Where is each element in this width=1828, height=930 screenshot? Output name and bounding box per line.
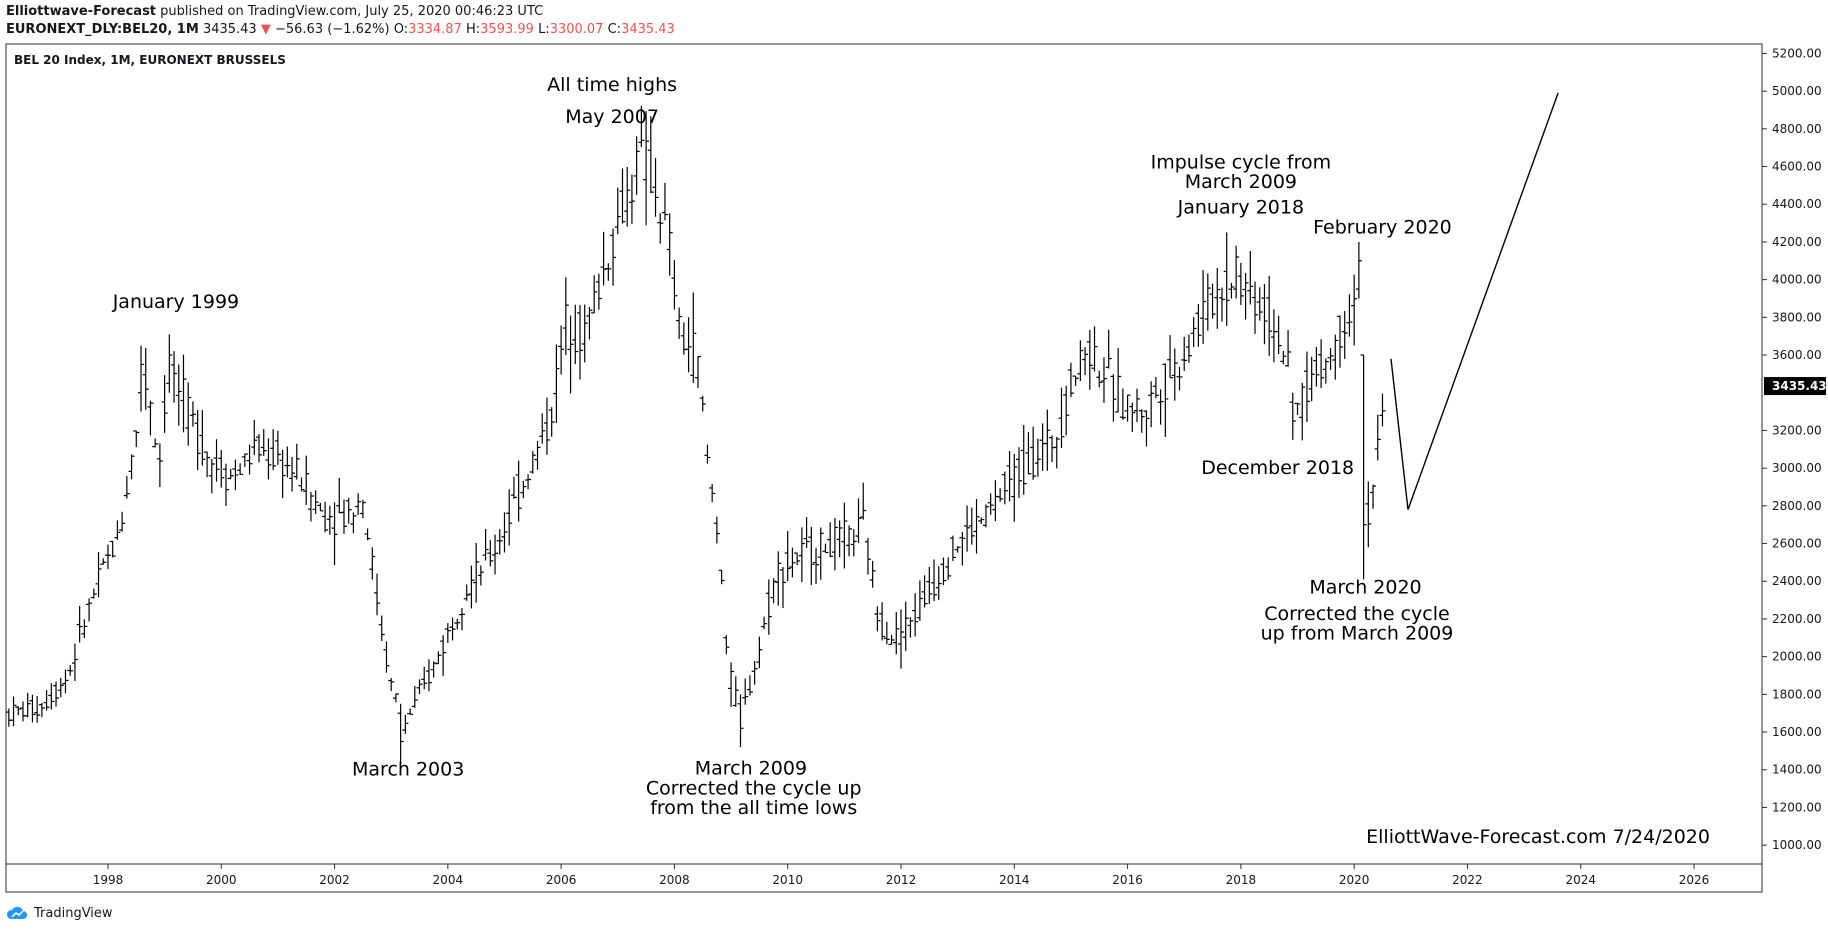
open-label: O:	[393, 22, 409, 37]
y-tick-label: 1600.00	[1772, 725, 1822, 739]
annotation-label: March 2003	[352, 758, 464, 780]
annotations: January 1999 All time highs May 2007 March …	[112, 74, 1454, 819]
x-tick-label: 2024	[1565, 873, 1596, 887]
tradingview-cloud-icon	[6, 906, 27, 919]
annotation-label: May 2007	[565, 106, 659, 128]
y-tick-label: 5000.00	[1772, 84, 1822, 98]
symbol-label: EURONEXT_DLY:BEL20, 1M	[6, 22, 199, 37]
current-price-label: 3435.43	[1772, 379, 1827, 393]
x-tick-label: 1998	[93, 873, 124, 887]
annotation-label: All time highs	[547, 74, 677, 96]
publish-line: Elliottwave-Forecast published on Tradin…	[6, 4, 543, 19]
y-tick-label: 2200.00	[1772, 612, 1822, 626]
x-tick-label: 2022	[1452, 873, 1483, 887]
y-tick-label: 4600.00	[1772, 160, 1822, 174]
annotation-label: January 1999	[112, 291, 239, 313]
y-tick-label: 4400.00	[1772, 197, 1822, 211]
ohlc-bars	[5, 105, 1386, 765]
projection-path	[1390, 92, 1559, 510]
current-price-tag	[1764, 377, 1826, 396]
y-tick-label: 5200.00	[1772, 46, 1822, 60]
price-axis[interactable]: 5200.00 5000.00 4800.00 4600.00 4400.00 4200.…	[1762, 46, 1827, 852]
y-tick-label: 3800.00	[1772, 310, 1822, 324]
y-tick-label: 1800.00	[1772, 687, 1822, 701]
y-tick-label: 4800.00	[1772, 122, 1822, 136]
y-tick-label: 2000.00	[1772, 650, 1822, 664]
published-text: published on TradingView.com, July 25, 2…	[160, 4, 544, 19]
y-tick-label: 1400.00	[1772, 763, 1822, 777]
y-tick-label: 2600.00	[1772, 537, 1822, 551]
x-tick-label: 2000	[206, 873, 237, 887]
open-value: 3334.87	[408, 22, 462, 37]
x-tick-label: 2012	[886, 873, 917, 887]
y-tick-label: 1000.00	[1772, 838, 1822, 852]
down-arrow-icon: ▼	[260, 22, 271, 37]
time-axis[interactable]: 1998 2000 2002 2004 2006 2008 2010 2012 2014 2016…	[93, 864, 1710, 887]
annotation-label: February 2020	[1313, 216, 1452, 238]
annotation-label: Corrected the cycle	[1264, 603, 1449, 625]
last-price: 3435.43	[202, 22, 257, 37]
close-label: C:	[607, 22, 622, 37]
x-tick-label: 2008	[659, 873, 690, 887]
chart-title: BEL 20 Index, 1M, EURONEXT BRUSSELS	[14, 53, 286, 67]
annotation-label: March 2009	[695, 757, 807, 779]
x-tick-label: 2014	[999, 873, 1030, 887]
high-label: H:	[466, 22, 481, 37]
annotation-label: March 2009	[1185, 171, 1297, 193]
y-tick-label: 3200.00	[1772, 423, 1822, 437]
x-tick-label: 2026	[1679, 873, 1710, 887]
footer: TradingView	[6, 903, 113, 923]
x-tick-label: 2020	[1339, 873, 1370, 887]
ohlc-line: EURONEXT_DLY:BEL20, 1M 3435.43 ▼ −56.63 …	[6, 22, 675, 37]
x-tick-label: 2018	[1226, 873, 1257, 887]
ohlc-chart[interactable]: BEL 20 Index, 1M, EURONEXT BRUSSELS 5200…	[0, 0, 1828, 900]
y-tick-label: 2800.00	[1772, 499, 1822, 513]
low-value: 3300.07	[549, 22, 604, 37]
chart-border	[5, 43, 1763, 893]
close-value: 3435.43	[621, 22, 675, 37]
projection-line	[1390, 92, 1559, 510]
footer-brand[interactable]: TradingView	[34, 905, 113, 921]
y-tick-label: 4200.00	[1772, 235, 1822, 249]
x-tick-label: 2002	[319, 873, 350, 887]
annotation-label: Impulse cycle from	[1151, 151, 1331, 173]
low-label: L:	[538, 22, 550, 37]
annotation-label: up from March 2009	[1261, 623, 1454, 645]
y-tick-label: 3000.00	[1772, 461, 1822, 475]
annotation-label: March 2020	[1309, 576, 1421, 598]
high-value: 3593.99	[480, 22, 534, 37]
watermark: ElliottWave-Forecast.com 7/24/2020	[1366, 826, 1710, 848]
y-tick-label: 2400.00	[1772, 574, 1822, 588]
annotation-label: December 2018	[1201, 457, 1354, 479]
y-tick-label: 3600.00	[1772, 348, 1822, 362]
publisher-name[interactable]: Elliottwave-Forecast	[6, 4, 157, 19]
x-tick-label: 2006	[546, 873, 577, 887]
x-tick-label: 2004	[433, 873, 464, 887]
y-tick-label: 1200.00	[1772, 800, 1822, 814]
annotation-label: Corrected the cycle up	[646, 777, 862, 799]
y-tick-label: 4000.00	[1772, 273, 1822, 287]
annotation-label: January 2018	[1177, 197, 1304, 219]
x-tick-label: 2010	[772, 873, 803, 887]
annotation-label: from the all time lows	[650, 797, 857, 819]
price-change: −56.63 (−1.62%)	[274, 22, 390, 37]
x-tick-label: 2016	[1112, 873, 1143, 887]
